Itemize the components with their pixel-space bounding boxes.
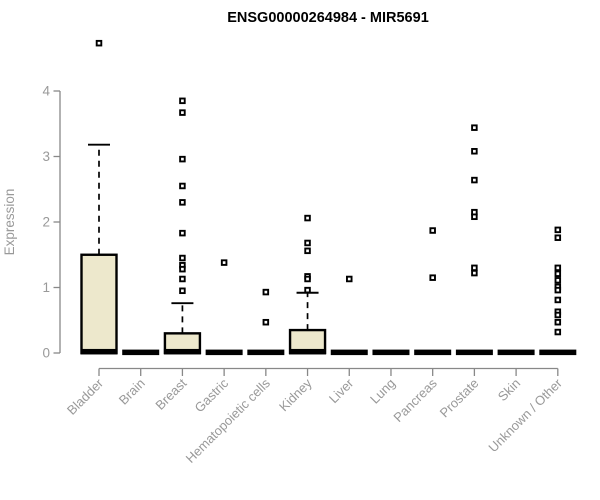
- outlier-point: [304, 214, 311, 222]
- x-tick-label: Prostate: [437, 376, 482, 421]
- median-line: [122, 349, 160, 356]
- outlier-point: [554, 318, 562, 326]
- x-tick-label: Gastric: [192, 375, 232, 415]
- outlier-point: [471, 213, 478, 221]
- outlier-point: [554, 296, 562, 304]
- y-tick-label: 1: [42, 280, 50, 295]
- x-tick-label: Lung: [367, 376, 398, 407]
- median-line: [497, 349, 535, 356]
- median-line: [80, 348, 118, 355]
- boxplot-brain: [122, 349, 160, 356]
- outlier-point: [179, 265, 186, 273]
- x-tick-label: Pancreas: [390, 375, 440, 425]
- boxplot-unknown-other: [539, 226, 577, 356]
- outlier-point: [179, 109, 186, 116]
- median-line: [163, 348, 201, 355]
- x-tick-label: Liver: [326, 375, 357, 406]
- outlier-point: [429, 227, 436, 234]
- x-tick-label: Breast: [152, 375, 189, 412]
- outlier-point: [179, 97, 186, 105]
- outlier-point: [179, 287, 186, 295]
- x-tick-label: Brain: [116, 376, 148, 408]
- median-line: [289, 348, 327, 355]
- y-tick-label: 2: [42, 215, 50, 230]
- boxplot-pancreas: [414, 227, 452, 356]
- boxplot-gastric: [205, 259, 243, 356]
- outlier-point: [346, 275, 353, 283]
- boxplot-liver: [330, 275, 368, 356]
- median-line: [372, 349, 410, 356]
- outlier-point: [554, 270, 562, 277]
- boxplot-skin: [497, 349, 535, 356]
- x-tick-label: Skin: [495, 376, 523, 404]
- outlier-point: [179, 182, 186, 190]
- boxplot-bladder: [80, 39, 118, 355]
- outlier-point: [554, 311, 562, 319]
- outlier-point: [554, 226, 562, 234]
- outlier-point: [95, 39, 103, 47]
- boxplot-hematopoietic-cells: [247, 288, 285, 356]
- median-line: [539, 349, 577, 356]
- outlier-point: [304, 239, 311, 247]
- boxplot-marks: [80, 39, 577, 356]
- outlier-point: [262, 318, 270, 326]
- outlier-point: [554, 264, 562, 272]
- outlier-point: [554, 286, 562, 294]
- outlier-point: [220, 259, 228, 266]
- x-tick-label: Kidney: [276, 375, 315, 414]
- y-axis-title: Expression: [2, 189, 17, 256]
- outlier-point: [304, 286, 311, 294]
- outlier-point: [304, 247, 311, 255]
- median-line: [455, 349, 493, 356]
- outlier-point: [471, 176, 478, 184]
- outlier-point: [262, 288, 270, 296]
- median-line: [247, 349, 285, 356]
- outlier-point: [179, 254, 186, 262]
- median-line: [414, 349, 452, 356]
- outlier-point: [429, 274, 436, 281]
- y-tick-label: 0: [42, 346, 50, 361]
- outlier-point: [304, 275, 311, 283]
- outlier-point: [554, 234, 562, 241]
- outlier-point: [179, 229, 186, 237]
- chart-title: ENSG00000264984 - MIR5691: [227, 10, 429, 26]
- outlier-point: [179, 275, 186, 283]
- boxplot-breast: [163, 97, 202, 355]
- x-tick-label: Bladder: [64, 375, 107, 418]
- outlier-point: [471, 264, 478, 272]
- outlier-point: [471, 124, 478, 131]
- outlier-point: [179, 199, 186, 206]
- y-tick-label: 4: [42, 84, 50, 99]
- boxplot-kidney: [288, 214, 327, 355]
- median-line: [205, 349, 243, 356]
- iqr-box: [80, 253, 118, 355]
- boxplot-lung: [372, 349, 410, 356]
- outlier-point: [179, 155, 186, 163]
- y-tick-label: 3: [42, 149, 50, 164]
- boxplot-prostate: [455, 124, 493, 356]
- median-line: [330, 349, 368, 356]
- outlier-point: [554, 277, 562, 284]
- outlier-point: [471, 269, 478, 277]
- outlier-point: [554, 328, 562, 336]
- outlier-point: [471, 148, 478, 155]
- x-tick-label: Unknown / Other: [485, 375, 565, 455]
